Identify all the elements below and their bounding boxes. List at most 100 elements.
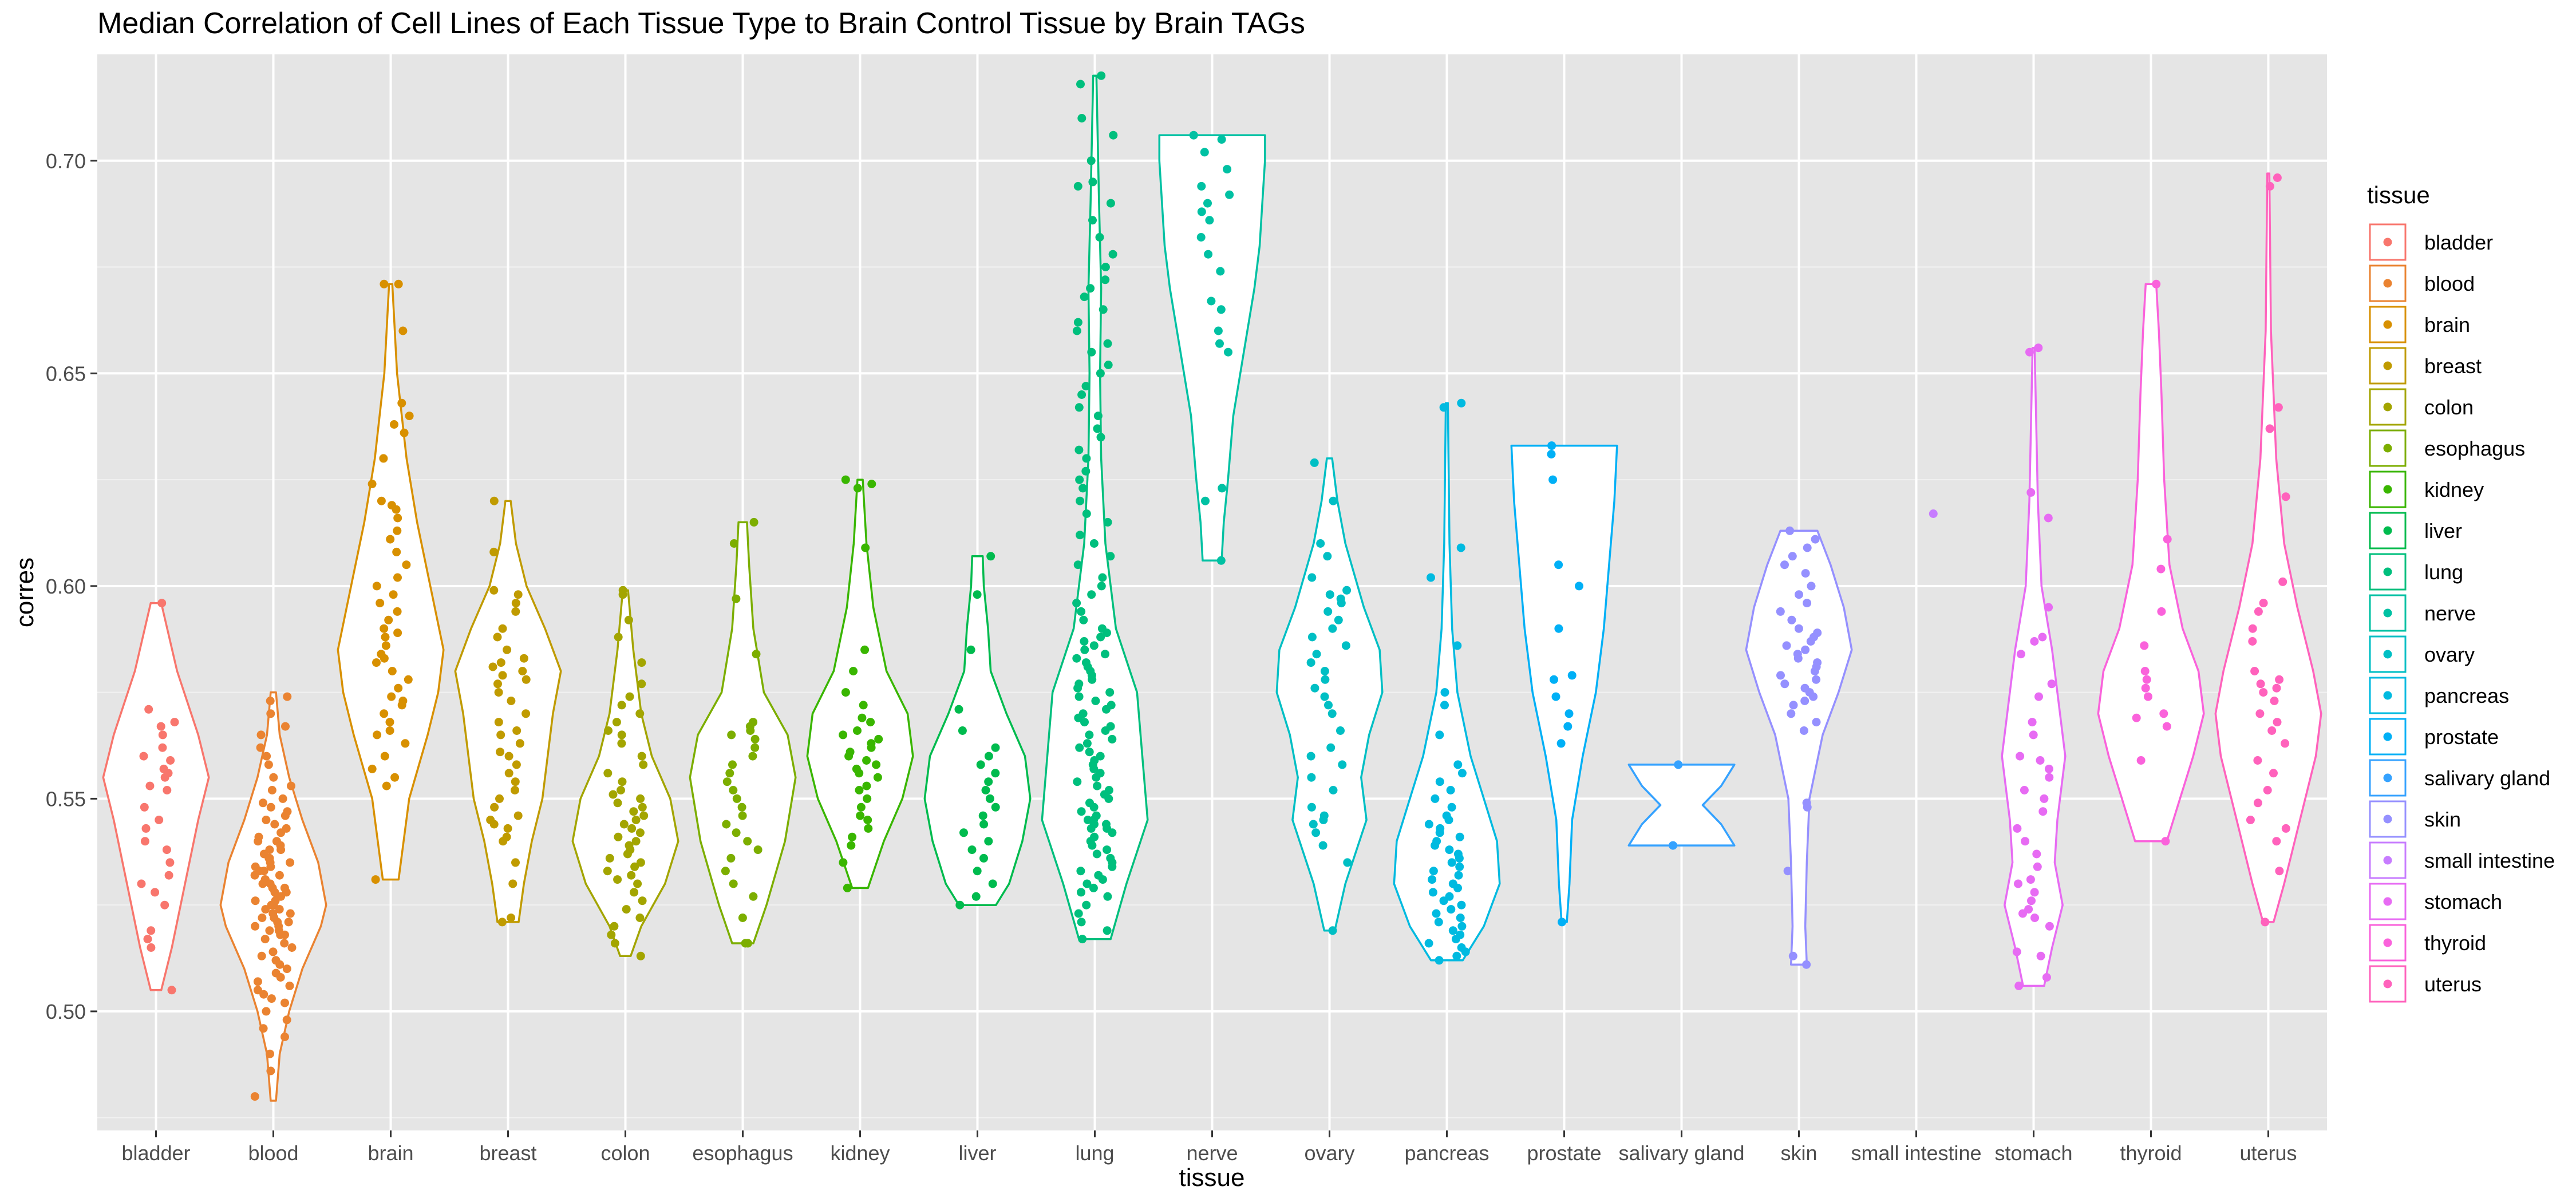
data-point: [1787, 709, 1796, 718]
data-point: [1812, 718, 1821, 727]
data-point: [627, 871, 636, 880]
data-point: [490, 802, 499, 812]
data-point: [1082, 879, 1092, 888]
data-point: [1776, 607, 1785, 616]
data-point: [1461, 947, 1470, 956]
data-point: [280, 939, 289, 948]
data-point: [1795, 590, 1803, 599]
data-point: [515, 739, 524, 748]
x-axis-label: tissue: [1179, 1164, 1245, 1192]
legend-key: [2369, 429, 2407, 467]
y-axis-ticks: 0.50 0.55 0.60 0.65 0.70: [46, 149, 97, 1023]
data-point: [853, 726, 862, 735]
data-point: [261, 905, 270, 914]
data-point: [1074, 713, 1083, 722]
y-tick-label: 0.70: [46, 149, 86, 173]
data-point: [2278, 577, 2287, 586]
data-point: [1307, 632, 1317, 642]
data-point: [612, 718, 621, 727]
data-point: [860, 645, 870, 654]
x-tick-label: kidney: [830, 1141, 890, 1165]
data-point: [1327, 709, 1337, 718]
data-point: [1447, 858, 1456, 867]
data-point: [376, 599, 385, 608]
data-point: [2021, 837, 2030, 846]
data-point: [1108, 734, 1117, 744]
data-point: [729, 786, 738, 794]
data-point: [839, 730, 848, 740]
data-point: [2248, 637, 2257, 646]
data-point: [1455, 862, 1464, 871]
data-point: [398, 326, 408, 335]
data-point: [372, 582, 381, 591]
data-point: [958, 726, 967, 735]
data-point: [1929, 509, 1938, 518]
data-point: [2034, 343, 2043, 353]
data-point: [1336, 726, 1345, 735]
legend-key-dot: [2383, 691, 2392, 700]
data-point: [1457, 922, 1467, 931]
data-point: [253, 977, 262, 986]
data-point: [1214, 326, 1223, 335]
data-point: [1318, 841, 1327, 850]
data-point: [140, 802, 149, 812]
data-point: [1432, 909, 1441, 918]
data-point: [387, 692, 396, 701]
data-point: [1564, 709, 1574, 718]
legend-label: bladder: [2424, 231, 2493, 254]
data-point: [737, 802, 746, 812]
data-point: [389, 590, 398, 599]
data-point: [400, 428, 409, 437]
legend-key: [2369, 553, 2407, 591]
data-point: [979, 820, 989, 829]
data-point: [384, 615, 393, 624]
data-point: [874, 734, 883, 744]
data-point: [373, 730, 382, 740]
data-point: [1788, 951, 1797, 960]
data-point: [633, 879, 642, 888]
data-point: [1074, 692, 1084, 701]
data-point: [1316, 539, 1325, 548]
legend-key-dot: [2383, 938, 2392, 947]
x-tick-label: nerve: [1186, 1141, 1238, 1165]
violin-ovary: [1275, 457, 1384, 932]
legend-key-dot: [2383, 361, 2392, 370]
data-point: [1803, 802, 1812, 812]
data-point: [266, 862, 275, 871]
data-point: [981, 786, 990, 794]
data-point: [1306, 752, 1315, 761]
data-point: [856, 811, 865, 820]
data-point: [858, 713, 867, 722]
data-point: [1320, 667, 1329, 675]
data-point: [986, 552, 995, 561]
legend-key: [2369, 512, 2407, 549]
data-point: [1097, 71, 1106, 80]
data-point: [604, 726, 613, 735]
data-point: [738, 811, 747, 820]
data-point: [276, 973, 285, 982]
data-point: [844, 752, 854, 761]
data-point: [1319, 816, 1328, 824]
violin-bladder: [102, 602, 210, 991]
data-point: [984, 777, 993, 786]
data-point: [738, 914, 747, 922]
data-point: [966, 645, 975, 654]
data-point: [286, 909, 295, 918]
data-point: [267, 786, 276, 794]
data-point: [1217, 135, 1226, 144]
data-point: [2253, 756, 2262, 765]
data-point: [959, 828, 968, 837]
data-point: [404, 675, 413, 684]
data-point: [496, 748, 505, 757]
data-point: [1104, 361, 1113, 369]
data-point: [1554, 560, 1563, 570]
data-point: [727, 730, 736, 740]
legend-key-dot: [2383, 485, 2392, 494]
data-point: [503, 645, 512, 654]
data-point: [2259, 688, 2268, 697]
data-point: [401, 739, 410, 748]
data-point: [259, 798, 267, 808]
x-tick-label: skin: [1780, 1141, 1817, 1165]
data-point: [753, 845, 762, 855]
legend-key-dot: [2383, 526, 2392, 535]
